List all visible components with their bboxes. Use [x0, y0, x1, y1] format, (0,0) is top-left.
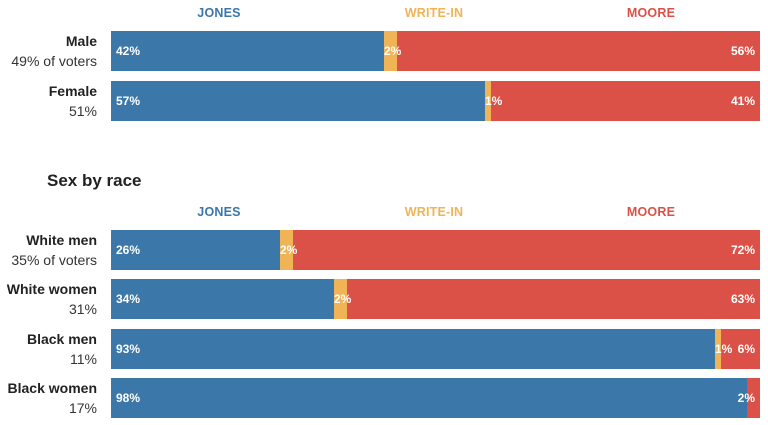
bar-row: Female 51% 57% 1% 41%: [0, 81, 768, 121]
bar-segment-jones: [111, 81, 485, 121]
bar-segment-moore: [747, 378, 760, 418]
data-label-jones: 34%: [116, 292, 141, 306]
stacked-bar: 42% 2% 56%: [111, 31, 760, 71]
bar-row: White women 31% 34% 2% 63%: [0, 279, 768, 319]
legend-moore: MOORE: [626, 205, 676, 219]
stacked-bar: 26% 2% 72%: [111, 230, 760, 270]
row-share: 17%: [68, 400, 97, 416]
data-label-jones: 98%: [116, 391, 141, 405]
row-share: 11%: [70, 351, 97, 367]
row-name: Male: [65, 33, 97, 49]
bar-segment-moore: [397, 31, 760, 71]
legend-writein: WRITE-IN: [404, 6, 464, 20]
stacked-bar: 93% 1% 6%: [111, 329, 760, 369]
row-share: 31%: [68, 301, 97, 317]
bar-row: Male 49% of voters 42% 2% 56%: [0, 31, 768, 71]
data-label-writein: 2%: [280, 243, 298, 257]
data-label-writein: 2%: [384, 44, 402, 58]
data-label-jones: 26%: [116, 243, 141, 257]
legend-moore: MOORE: [626, 6, 676, 20]
stacked-bar: 98% 2%: [111, 378, 760, 418]
row-label: Black women 17%: [0, 378, 97, 418]
legend-top: JONES WRITE-IN MOORE: [0, 6, 768, 22]
data-label-moore: 56%: [730, 44, 755, 58]
bar-segment-moore: [491, 81, 760, 121]
bar-segment-moore: [721, 329, 760, 369]
stacked-bar: 57% 1% 41%: [111, 81, 760, 121]
bar-segment-jones: [111, 31, 384, 71]
bar-segment-writein: [280, 230, 293, 270]
bar-segment-writein: [715, 329, 721, 369]
data-label-moore: 2%: [737, 391, 755, 405]
data-label-jones: 42%: [116, 44, 141, 58]
row-name: Black women: [7, 380, 97, 396]
bar-segment-writein: [384, 31, 397, 71]
row-label: Black men 11%: [0, 329, 97, 369]
row-name: Black men: [26, 331, 97, 347]
data-label-writein: 2%: [334, 292, 352, 306]
row-share: 35% of voters: [11, 252, 97, 268]
row-name: Female: [48, 83, 97, 99]
bar-row: Black men 11% 93% 1% 6%: [0, 329, 768, 369]
data-label-jones: 57%: [116, 94, 141, 108]
row-label: White women 31%: [0, 279, 97, 319]
row-label: Female 51%: [0, 81, 97, 121]
data-label-writein: 1%: [715, 342, 733, 356]
section-title-sex-by-race: Sex by race: [47, 171, 142, 190]
row-share: 51%: [68, 103, 97, 119]
bar-segment-writein: [485, 81, 491, 121]
row-label: Male 49% of voters: [0, 31, 97, 71]
data-label-jones: 93%: [116, 342, 141, 356]
bar-segment-jones: [111, 329, 715, 369]
bar-segment-jones: [111, 378, 747, 418]
legend-bottom: JONES WRITE-IN MOORE: [0, 205, 768, 221]
stacked-bar: 34% 2% 63%: [111, 279, 760, 319]
bar-row: White men 35% of voters 26% 2% 72%: [0, 230, 768, 270]
legend-writein: WRITE-IN: [404, 205, 464, 219]
bar-segment-writein: [334, 279, 347, 319]
bar-segment-jones: [111, 279, 334, 319]
bar-segment-jones: [111, 230, 280, 270]
data-label-moore: 63%: [730, 292, 755, 306]
bar-row: Black women 17% 98% 2%: [0, 378, 768, 418]
data-label-writein: 1%: [485, 94, 503, 108]
row-label: White men 35% of voters: [0, 230, 97, 270]
bar-segment-moore: [347, 279, 760, 319]
data-label-moore: 6%: [737, 342, 755, 356]
bar-segment-moore: [293, 230, 760, 270]
legend-jones: JONES: [197, 205, 241, 219]
row-name: White men: [26, 232, 97, 248]
data-label-moore: 41%: [730, 94, 755, 108]
row-name: White women: [6, 281, 97, 297]
legend-jones: JONES: [197, 6, 241, 20]
data-label-moore: 72%: [730, 243, 755, 257]
row-share: 49% of voters: [11, 53, 97, 69]
